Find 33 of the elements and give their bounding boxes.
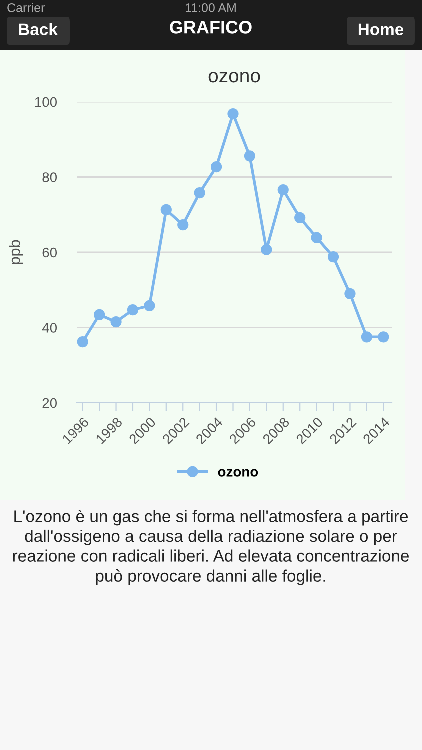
point — [94, 309, 106, 321]
text: GRAFICO — [170, 21, 252, 34]
legend-label: ozono — [218, 469, 258, 477]
y-tick-label: 60 — [42, 248, 58, 258]
text: Back — [19, 23, 58, 36]
point — [244, 150, 256, 162]
point — [194, 187, 206, 199]
point — [278, 184, 289, 196]
point — [378, 332, 390, 343]
point — [178, 219, 189, 231]
point — [311, 232, 322, 244]
y-axis-title: ppb — [9, 240, 24, 264]
y-tick-label: 20 — [42, 398, 58, 408]
y-tick-label: 100 — [35, 97, 58, 108]
point — [344, 288, 356, 300]
text: Carrier — [8, 3, 45, 12]
point — [160, 204, 172, 216]
point — [127, 304, 139, 316]
y-tick-label: 40 — [42, 323, 58, 333]
point — [110, 316, 122, 328]
text: Home — [358, 24, 404, 36]
point — [361, 332, 372, 343]
y-tick-label: 80 — [42, 172, 58, 182]
chart-title: ozono — [208, 72, 260, 83]
point — [144, 300, 156, 312]
point — [210, 162, 222, 173]
text: 11:00 AM — [186, 4, 236, 12]
point — [328, 251, 340, 263]
point — [228, 108, 239, 120]
point — [261, 244, 272, 256]
text: L'ozono è un gas che si forma nell'atmosfera a partire dall'ossigeno a causa della radiazione solare o per reazione con radicali liberi. Ad elevata concentrazione può provocare danni alle foglie. — [13, 510, 410, 586]
point — [77, 336, 88, 348]
point — [294, 212, 306, 224]
